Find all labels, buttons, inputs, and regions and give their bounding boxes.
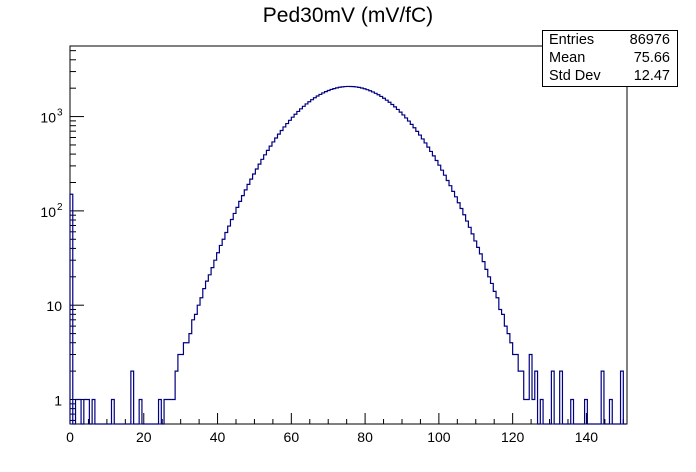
stats-std-label: Std Dev: [549, 68, 601, 84]
stats-row-mean: Mean 75.66: [549, 50, 670, 68]
chart-title: Ped30mV (mV/fC): [262, 4, 434, 27]
y-tick-label: 10: [40, 110, 56, 126]
y-tick-exponent: 3: [57, 108, 63, 119]
y-tick-label: 10: [40, 204, 56, 220]
stats-entries-value: 86976: [629, 32, 670, 48]
x-tick-label: 40: [210, 429, 226, 445]
stats-row-entries: Entries 86976: [549, 32, 670, 50]
y-tick-label: 10: [46, 298, 62, 314]
stats-mean-value: 75.66: [633, 50, 670, 66]
stats-std-value: 12.47: [633, 68, 670, 84]
y-tick-label: 1: [54, 393, 62, 409]
x-tick-label: 80: [357, 429, 373, 445]
histogram-line: [69, 85, 627, 425]
x-tick-label: 0: [66, 429, 74, 445]
x-tick-label: 20: [136, 429, 152, 445]
x-tick-label: 100: [427, 429, 451, 445]
stats-row-std: Std Dev 12.47: [549, 68, 670, 86]
x-tick-label: 60: [284, 429, 300, 445]
stats-box: Entries 86976 Mean 75.66 Std Dev 12.47: [542, 30, 678, 87]
x-tick-label: 140: [575, 429, 599, 445]
x-tick-label: 120: [501, 429, 525, 445]
stats-entries-label: Entries: [549, 32, 595, 48]
x-axis: 0 20 40 60 80 100 120 140: [66, 413, 624, 445]
stats-mean-label: Mean: [549, 50, 586, 66]
y-tick-exponent: 2: [57, 202, 63, 213]
plot-frame: [69, 45, 628, 425]
